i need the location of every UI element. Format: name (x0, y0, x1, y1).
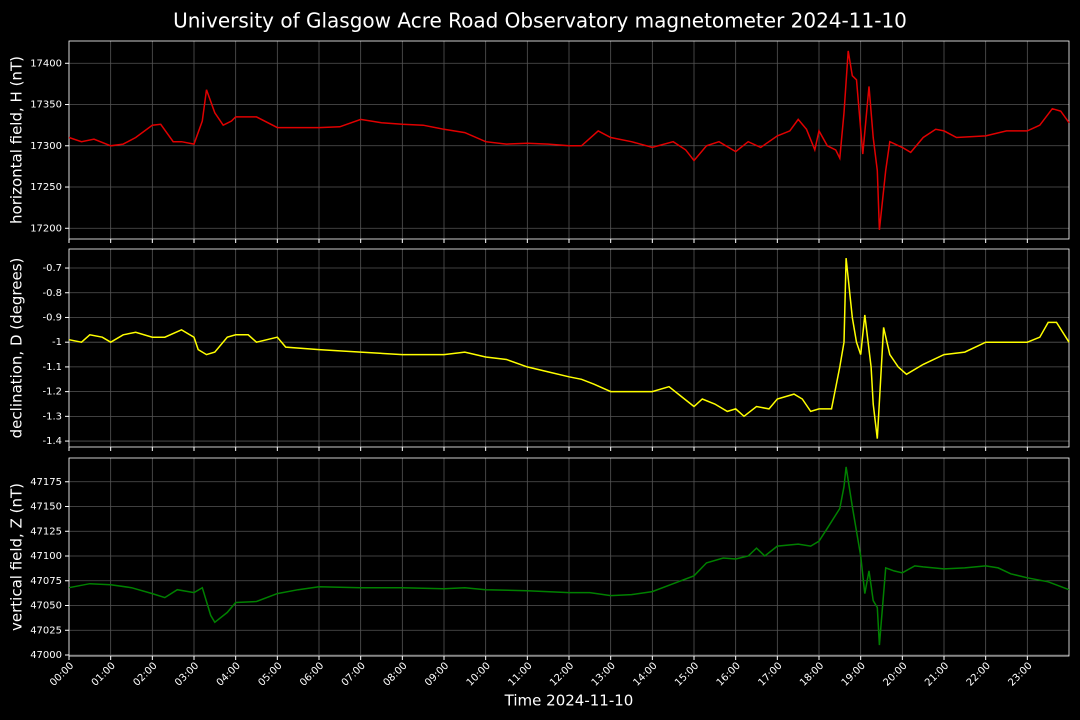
y-tick-label: 17250 (30, 182, 62, 193)
plot-frame (68, 40, 1070, 240)
y-axis-label: declination, D (degrees) (8, 258, 26, 439)
data-line (68, 50, 1070, 230)
y-tick-label: 17300 (30, 141, 62, 152)
y-tick-label: 47050 (30, 601, 62, 612)
y-tick-label: 47175 (30, 477, 62, 488)
y-axis-label: vertical field, Z (nT) (8, 483, 26, 631)
y-tick-label: 17350 (30, 100, 62, 111)
data-line (68, 466, 1070, 646)
y-tick-label: -0.8 (42, 288, 62, 299)
y-tick-label: 47000 (30, 650, 62, 661)
y-tick-label: 47125 (30, 526, 62, 537)
y-tick-label: 17400 (30, 58, 62, 69)
y-tick-label: -1.3 (42, 411, 62, 422)
y-axis-label: horizontal field, H (nT) (8, 56, 26, 224)
y-tick-label: 47075 (30, 576, 62, 587)
y-tick-label: -0.9 (42, 312, 62, 323)
x-axis-label: Time 2024-11-10 (504, 692, 634, 710)
y-tick-label: 47100 (30, 551, 62, 562)
y-tick-label: -1.2 (42, 387, 62, 398)
data-line (68, 258, 1070, 439)
chart-title: University of Glasgow Acre Road Observat… (173, 9, 907, 33)
y-tick-label: -1 (52, 337, 62, 348)
y-tick-label: -0.7 (42, 263, 62, 274)
y-tick-label: 47025 (30, 625, 62, 636)
plot-frame (68, 248, 1070, 448)
y-tick-label: -1.4 (42, 436, 62, 447)
y-tick-label: -1.1 (42, 362, 62, 373)
y-tick-label: 47150 (30, 502, 62, 513)
y-tick-label: 17200 (30, 223, 62, 234)
plot-frame (68, 457, 1070, 657)
